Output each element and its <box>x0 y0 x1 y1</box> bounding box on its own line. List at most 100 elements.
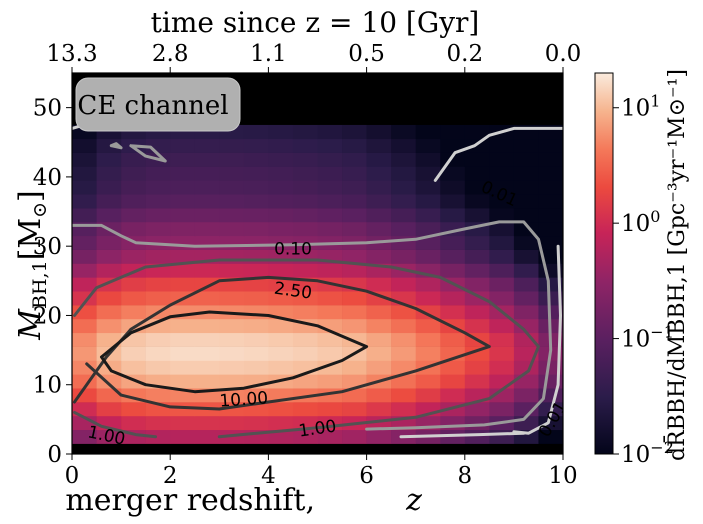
heatmap-cell <box>194 166 220 181</box>
heatmap-cell <box>145 180 171 195</box>
heatmap-cell <box>391 305 416 320</box>
heatmap-cell <box>366 152 392 167</box>
heatmap-cell <box>194 360 220 375</box>
contour-label: 0.10 <box>274 240 312 260</box>
heatmap-cell <box>513 235 539 250</box>
heatmap-cell <box>243 124 269 140</box>
heatmap-cell <box>415 277 441 292</box>
heatmap-cell <box>415 194 441 209</box>
heatmap-cell <box>268 415 294 431</box>
y-tick-label: 0 <box>47 442 62 468</box>
heatmap-cell <box>538 138 563 153</box>
heatmap-cell <box>145 346 171 361</box>
heatmap-cell <box>72 346 97 361</box>
heatmap-cell <box>145 277 171 292</box>
y-tick-label: 20 <box>33 303 62 329</box>
heatmap-cell <box>415 124 441 140</box>
heatmap-cell <box>243 388 269 403</box>
heatmap-cell <box>292 429 318 444</box>
heatmap-cell <box>121 194 146 209</box>
heatmap-cell <box>121 346 146 361</box>
heatmap-cell <box>342 124 367 140</box>
heatmap-cell <box>96 138 122 153</box>
heatmap-cell <box>464 318 490 334</box>
heatmap-cell <box>72 208 97 223</box>
heatmap-cell <box>243 166 269 181</box>
heatmap-cell <box>121 305 146 320</box>
heatmap-cell <box>464 235 490 250</box>
heatmap-cell <box>513 388 539 403</box>
heatmap-cell <box>145 429 171 444</box>
heatmap-cell <box>317 402 343 417</box>
heatmap-cell <box>145 194 171 209</box>
heatmap-cell <box>170 318 196 334</box>
heatmap-cell <box>96 263 122 278</box>
contour-lines <box>72 116 563 439</box>
heatmap-cell <box>72 235 97 250</box>
heatmap-cell <box>121 402 146 417</box>
heatmap-cell <box>391 277 416 292</box>
heatmap-cell <box>415 152 441 167</box>
heatmap-cell <box>317 152 343 167</box>
contour-line <box>399 431 526 439</box>
heatmap-cell <box>366 429 392 444</box>
heatmap-cell <box>194 318 220 334</box>
heatmap-cell <box>170 166 196 181</box>
heatmap-cell <box>96 291 122 306</box>
heatmap-cell <box>489 180 515 195</box>
svg-text:dR̄BBH/dMBBH,1 [Gpc⁻³yr⁻¹M⊙⁻¹]: dR̄BBH/dMBBH,1 [Gpc⁻³yr⁻¹M⊙⁻¹] <box>663 69 690 461</box>
top-axis-label: time since z = 10 [Gyr] <box>151 6 480 39</box>
annotation-text: CE channel <box>77 91 228 121</box>
heatmap-cell <box>243 194 269 209</box>
heatmap-cell <box>194 429 220 444</box>
heatmap-cell <box>145 388 171 403</box>
heatmap-cell <box>464 166 490 181</box>
heatmap-cell <box>489 374 515 389</box>
heatmap-cell <box>72 318 97 334</box>
heatmap-cell <box>513 374 539 389</box>
contour-line <box>129 144 167 163</box>
heatmap-cell <box>342 221 367 237</box>
heatmap-cell <box>219 360 245 375</box>
heatmap-cell <box>440 208 466 223</box>
y-tick-label: 40 <box>33 165 62 191</box>
heatmap-cell <box>194 277 220 292</box>
heatmap-cell <box>219 208 245 223</box>
top-tick-label: 2.8 <box>152 41 189 67</box>
heatmap-cell <box>243 277 269 292</box>
heatmap-cell <box>121 166 146 181</box>
heatmap-cell <box>464 208 490 223</box>
heatmap-cell <box>391 346 416 361</box>
heatmap-cell <box>145 291 171 306</box>
heatmap-cell <box>366 305 392 320</box>
heatmap-cell <box>391 249 416 264</box>
heatmap-cell <box>72 194 97 209</box>
heatmap-cell <box>342 180 367 195</box>
heatmap-cell <box>489 332 515 347</box>
heatmap-cell <box>219 152 245 167</box>
heatmap-cell <box>415 346 441 361</box>
heatmap-cell <box>268 152 294 167</box>
heatmap-cell <box>391 152 416 167</box>
heatmap-cell <box>96 429 122 444</box>
heatmap-cell <box>121 360 146 375</box>
heatmap-cell <box>219 166 245 181</box>
heatmap-cell <box>513 166 539 181</box>
heatmap-cell <box>268 221 294 237</box>
heatmap-cell <box>538 277 563 292</box>
heatmap-cell <box>268 194 294 209</box>
heatmap-cell <box>513 305 539 320</box>
heatmap-cell <box>391 318 416 334</box>
heatmap-cell <box>268 346 294 361</box>
heatmap-cell <box>366 277 392 292</box>
heatmap-cell <box>317 305 343 320</box>
heatmap-cell <box>121 249 146 264</box>
heatmap-cell <box>489 166 515 181</box>
heatmap-cell <box>292 138 318 153</box>
heatmap-cell <box>513 277 539 292</box>
heatmap-cell <box>170 429 196 444</box>
annotation-box: CE channel <box>75 77 241 132</box>
heatmap-cell <box>342 429 367 444</box>
heatmap-cell <box>538 194 563 209</box>
heatmap-cell <box>342 249 367 264</box>
